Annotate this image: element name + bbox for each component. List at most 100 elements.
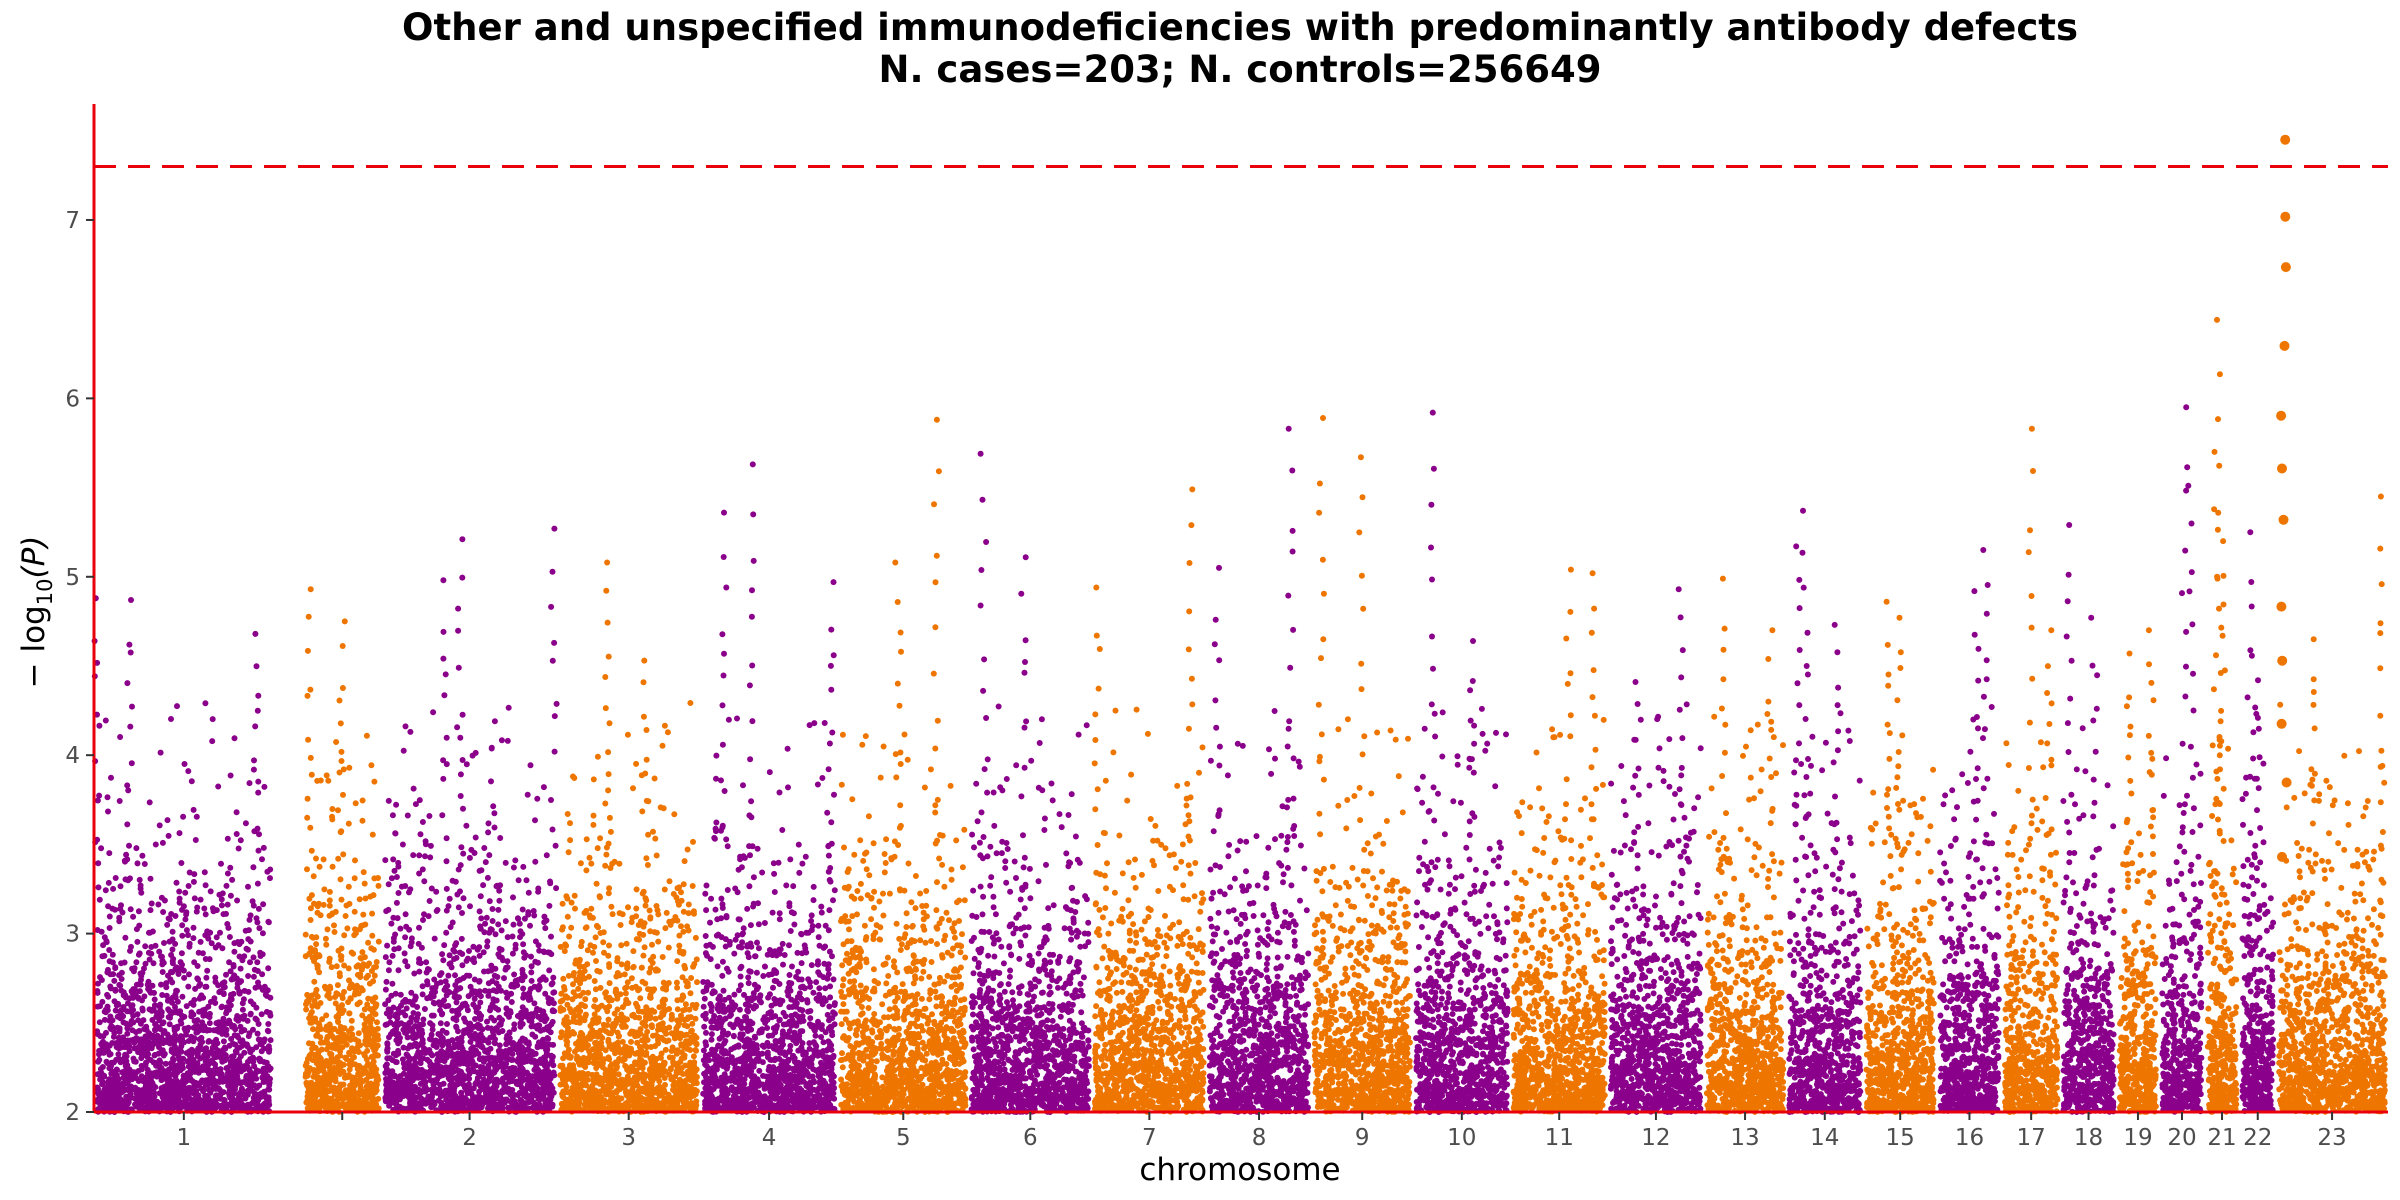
peak-point — [1216, 657, 1223, 664]
peak-point — [720, 554, 727, 560]
peak-point — [604, 559, 611, 566]
peak-point — [1429, 633, 1435, 640]
peak-point — [750, 511, 757, 518]
peak-point — [1589, 864, 1596, 871]
x-axis-ticks: 1 2 3 4 5 6 7 8 9 10 11 12 13 14 15 16 17 18 19 20 21 22 23 — [177, 1112, 2347, 1151]
peak-point — [2146, 661, 2152, 668]
peak-point — [2253, 775, 2260, 782]
peak-point — [1802, 716, 1809, 722]
peak-point — [2067, 695, 2074, 702]
chromosome-points-5 — [838, 731, 969, 1115]
peak-point — [1563, 874, 1570, 881]
peak-point — [251, 757, 257, 764]
peak-point — [1981, 726, 1988, 733]
peak-point — [602, 705, 609, 712]
peak-point — [830, 652, 837, 659]
peak-point — [719, 822, 726, 829]
peak-point — [2188, 520, 2195, 527]
peak-point — [1471, 813, 1478, 820]
peak-point — [1213, 724, 1220, 731]
peak-point — [2064, 818, 2071, 825]
peak-point — [1189, 486, 1196, 493]
peak-point — [2089, 662, 2096, 669]
peak-point — [1097, 871, 1104, 878]
peak-point — [1796, 702, 1803, 709]
peak-point — [1212, 616, 1219, 623]
peak-point — [1983, 610, 1990, 617]
peak-point — [2377, 620, 2384, 627]
peak-point — [1796, 576, 1803, 583]
peak-point — [640, 713, 647, 720]
peak-point — [254, 880, 261, 887]
peak-point — [1563, 635, 1570, 642]
peak-point — [1898, 851, 1905, 858]
peak-point — [336, 697, 343, 704]
peak-point — [1834, 649, 1841, 656]
peak-point — [1591, 605, 1598, 612]
peak-point — [1094, 842, 1101, 848]
peak-point — [1289, 548, 1296, 555]
peak-point — [337, 720, 344, 727]
peak-point — [459, 757, 466, 763]
peak-point — [2190, 670, 2196, 677]
peak-point — [1886, 825, 1893, 832]
peak-point — [1970, 798, 1977, 805]
peak-point — [825, 766, 832, 773]
peak-point — [2309, 820, 2316, 827]
peak-point — [307, 824, 314, 831]
peak-point — [548, 603, 555, 610]
peak-point — [1284, 864, 1291, 871]
peak-point — [2128, 839, 2135, 846]
x-tick-label: 1 — [177, 1125, 192, 1151]
peak-point — [443, 885, 450, 892]
peak-point — [1320, 415, 1326, 421]
peak-point — [304, 795, 311, 802]
peak-point — [2217, 766, 2223, 773]
chromosome-points-7 — [1092, 706, 1207, 1115]
peak-point — [1590, 883, 1597, 890]
peak-point — [2029, 796, 2036, 803]
peak-point — [1985, 840, 1992, 847]
peak-point — [2027, 527, 2033, 534]
peak-point — [1983, 657, 1990, 664]
peak-point — [2026, 719, 2033, 726]
peak-point — [1320, 776, 1327, 783]
peak-point — [2090, 776, 2097, 783]
peak-point — [1984, 582, 1991, 588]
peak-point — [1430, 665, 1436, 672]
peak-point — [1675, 837, 1682, 844]
peak-point — [124, 680, 131, 687]
peak-point — [95, 884, 102, 891]
y-tick-label: 2 — [65, 1100, 80, 1126]
peak-point — [606, 814, 613, 821]
peak-point — [340, 851, 347, 858]
peak-point — [1718, 869, 1725, 876]
peak-point — [1720, 834, 1727, 841]
peak-point — [2256, 903, 2263, 910]
peak-point — [551, 639, 558, 646]
peak-point — [2211, 448, 2218, 455]
peak-point — [127, 723, 134, 730]
peak-point — [440, 775, 447, 782]
peak-point — [2211, 879, 2218, 886]
peak-point — [440, 577, 447, 584]
chromosome-points-6 — [968, 703, 1092, 1115]
peak-point — [2048, 762, 2055, 769]
peak-point — [1188, 522, 1195, 529]
peak-point — [1095, 685, 1102, 692]
peak-point — [827, 662, 834, 669]
peak-point — [933, 416, 940, 423]
peak-point — [1285, 796, 1292, 803]
peak-point — [1567, 670, 1574, 677]
peak-point — [1634, 852, 1641, 859]
x-tick-label: 20 — [2167, 1125, 2196, 1151]
peak-point — [2245, 883, 2252, 890]
peak-point — [747, 756, 754, 763]
peak-point — [1091, 760, 1098, 767]
peak-point — [307, 754, 314, 761]
peak-point — [2309, 868, 2316, 875]
peak-point — [2182, 547, 2189, 554]
peak-point — [1189, 701, 1196, 708]
peak-point — [721, 650, 727, 657]
peak-point — [642, 770, 649, 777]
